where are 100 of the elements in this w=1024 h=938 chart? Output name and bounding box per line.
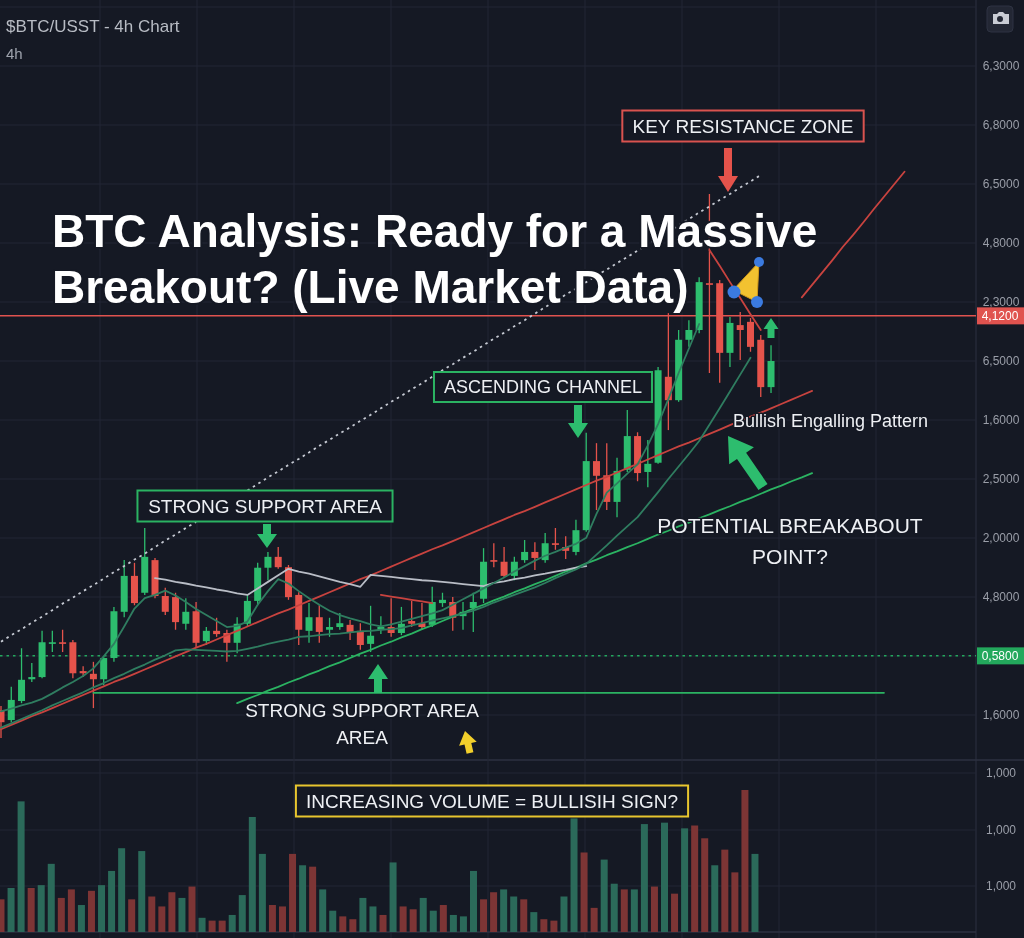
bar [178,897,186,932]
bar [108,870,116,932]
bar [198,917,206,932]
bar [550,920,558,932]
bar [238,895,246,932]
candlestick [182,597,190,631]
bar [389,862,397,932]
bar [158,906,166,932]
bar [248,816,256,932]
bar [409,909,417,932]
bar [570,818,578,932]
bar [520,899,528,932]
bar [349,919,357,932]
bar [530,912,538,932]
bar [138,851,146,932]
bar [98,885,106,932]
candlestick [89,661,97,709]
annotation: STRONG SUPPORT AREA [148,495,383,517]
text: 1,6000 [982,413,1020,427]
bar [369,906,377,932]
text: 2,3000 [982,295,1020,309]
annotation: STRONG SUPPORT AREA AREA [245,699,480,748]
bar [419,897,427,932]
text: 4,1200 [981,308,1019,323]
candlestick [100,656,108,686]
bar [57,897,65,932]
bar [379,914,387,932]
bar [661,822,668,932]
bar [37,885,45,932]
text: 2,5000 [982,472,1020,486]
bar [691,825,699,932]
bar [741,790,749,932]
candlestick [28,662,36,683]
bar [7,887,15,932]
bar [289,853,297,932]
bar [721,849,729,932]
annotation: Bullish Engalling Pattern [733,411,929,431]
bar [671,893,679,932]
bar [640,824,648,932]
candlestick [592,442,600,511]
bar [359,897,367,932]
bar [228,914,236,932]
bar [711,865,719,932]
candlestick [326,617,334,638]
candlestick [59,629,67,653]
bar [620,889,628,932]
bar [218,920,226,932]
bar [208,920,216,932]
bar [731,872,739,932]
chart-subtitle: $BTC/USST - 4h Chart [6,17,180,36]
candlestick [644,439,652,488]
candlestick [500,546,508,578]
candlestick [541,532,549,564]
text: 4,8000 [982,236,1020,250]
bar [439,905,447,932]
text: 4h [6,44,23,62]
candlestick [274,546,282,570]
bar [258,853,266,932]
text: 0,5800 [981,648,1019,663]
bar [188,886,196,932]
candlestick [18,647,26,704]
annotation: ASCENDING CHANNEL [443,377,643,397]
bar [751,853,759,932]
candlestick [7,686,15,723]
bar [449,914,457,932]
bar [490,892,498,932]
bar [268,905,276,932]
text: 6,8000 [982,118,1020,132]
bar [459,916,467,932]
bar [27,887,35,932]
candlestick [531,541,539,571]
text: 6,5000 [982,354,1020,368]
candlestick [264,551,272,581]
bar [681,828,689,932]
bar [469,870,477,932]
candlestick [685,319,693,348]
bar [148,896,156,932]
candlestick [551,527,559,551]
bar [630,889,638,932]
bar [118,848,126,932]
bar [510,896,518,932]
bar [600,859,608,932]
bar [128,899,136,932]
bar [47,863,55,932]
bar [309,866,317,932]
text: 1,000 [985,766,1017,780]
bar [329,910,337,932]
candlestick [356,622,364,651]
bar [399,906,407,932]
bar [278,906,286,932]
candlestick [572,519,580,556]
bar [610,883,618,932]
text: 1,000 [985,823,1017,837]
bar [500,889,508,932]
text: KEY RESISTANCE ZONE [632,115,854,137]
candlestick [521,539,529,564]
bar [429,910,437,932]
text: 1,000 [985,879,1017,893]
text: 6,3000 [982,59,1020,73]
bar [650,886,658,932]
